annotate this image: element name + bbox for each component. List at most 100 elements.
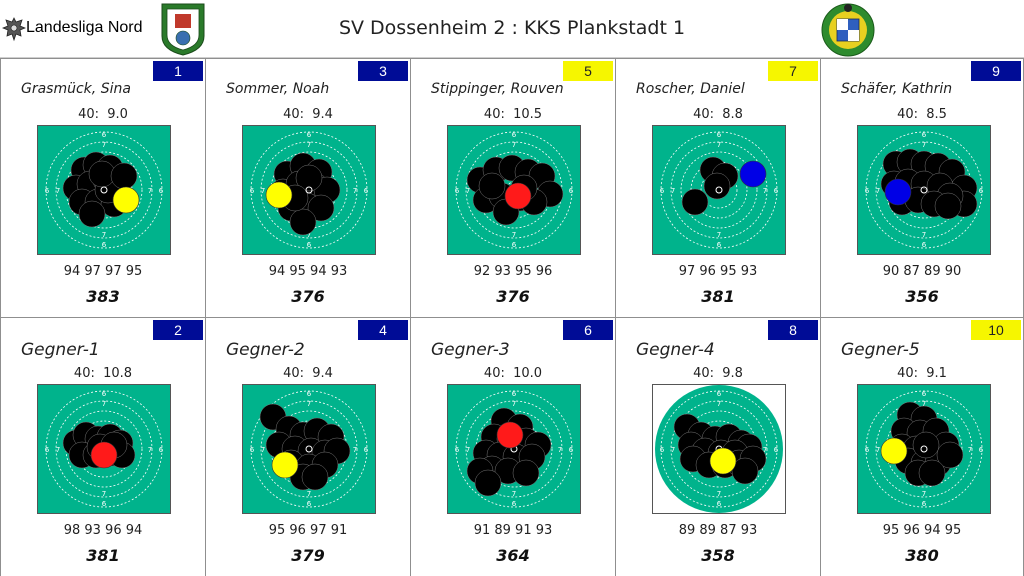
- series-scores: 97 96 95 93: [678, 264, 758, 279]
- target-centre: [715, 186, 723, 194]
- ring-number: 6: [250, 446, 255, 454]
- ring-number: 7: [717, 490, 721, 498]
- ring-number: 6: [660, 446, 665, 454]
- target-ring: [865, 131, 983, 249]
- ring-number: 6: [717, 241, 722, 249]
- ring-number: 6: [102, 500, 107, 508]
- target-ring: [250, 390, 368, 508]
- target-ring: [65, 151, 143, 229]
- lane-number-badge: 6: [563, 320, 613, 340]
- total-score: 358: [701, 546, 735, 565]
- ring-number: 6: [102, 241, 107, 249]
- last-shot-marker: [265, 181, 293, 209]
- lane-number-badge: 2: [153, 320, 203, 340]
- total-score: 380: [905, 546, 939, 565]
- ring-number: 7: [102, 141, 106, 149]
- total-score: 383: [86, 287, 120, 306]
- ring-number: 6: [45, 446, 50, 454]
- ring-number: 6: [159, 446, 164, 454]
- shooter-name: Gegner-5: [841, 340, 920, 360]
- ring-number: 7: [763, 446, 767, 454]
- ring-number: 7: [148, 187, 152, 195]
- total-score: 381: [86, 546, 120, 565]
- ring-number: 7: [102, 231, 106, 239]
- ring-number: 7: [466, 446, 470, 454]
- ring-number: 7: [876, 187, 880, 195]
- ring-number: 6: [717, 390, 722, 398]
- ring-number: 6: [865, 446, 870, 454]
- shooter-name: Gegner-2: [226, 340, 305, 360]
- shot-hole: [918, 459, 946, 487]
- ring-number: 6: [307, 500, 312, 508]
- lane-number-badge: 4: [358, 320, 408, 340]
- ring-number: 6: [865, 187, 870, 195]
- ring-number: 7: [512, 231, 516, 239]
- shot-hole: [936, 441, 964, 469]
- target-ring: [455, 390, 573, 508]
- series-scores: 90 87 89 90: [882, 264, 962, 279]
- last-shot-value: 40: 10.8: [73, 366, 133, 381]
- shooter-name: Gegner-3: [431, 340, 510, 360]
- ring-number: 7: [512, 400, 516, 408]
- target-ring: [55, 141, 153, 239]
- lane-number-badge: 8: [768, 320, 818, 340]
- ring-number: 6: [922, 390, 927, 398]
- ring-number: 7: [148, 446, 152, 454]
- ring-number: 6: [364, 187, 369, 195]
- ring-number: 7: [717, 231, 721, 239]
- ring-number: 6: [717, 500, 722, 508]
- shot-hole: [934, 192, 962, 220]
- last-shot-marker: [504, 182, 532, 210]
- shooter-card: 10 Gegner-5 40: 9.1 6 7 6 7 6 7 6 7 95 96 94 95 380: [821, 318, 1023, 576]
- last-shot-value: 40: 9.4: [283, 366, 333, 381]
- ring-number: 7: [876, 446, 880, 454]
- target-ring: [885, 410, 963, 488]
- shot-hole: [703, 172, 731, 200]
- shooter-card: 3 Sommer, Noah 40: 9.4 6 7 6 7 6 7 6 7 94 95 94 93 3…: [206, 59, 410, 317]
- last-shot-value: 40: 9.1: [897, 366, 947, 381]
- ring-number: 7: [102, 490, 106, 498]
- ring-number: 7: [307, 231, 311, 239]
- target-ring: [270, 151, 348, 229]
- last-shot-marker: [271, 451, 299, 479]
- last-shot-value: 40: 9.8: [693, 366, 743, 381]
- ring-number: 6: [774, 187, 779, 195]
- shot-hole: [307, 194, 335, 222]
- target-ring: [45, 131, 163, 249]
- ring-number: 6: [512, 131, 517, 139]
- ring-number: 6: [307, 131, 312, 139]
- shooter-grid: 1 Grasmück, Sina 40: 9.0 6 7 6 7 6 7 6 7 94 97 97 9…: [0, 58, 1024, 576]
- total-score: 356: [905, 287, 939, 306]
- last-shot-value: 40: 10.0: [483, 366, 543, 381]
- series-scores: 94 95 94 93: [268, 264, 348, 279]
- last-shot-value: 40: 8.8: [693, 107, 743, 122]
- target-ring: [455, 131, 573, 249]
- shooter-name: Schäfer, Kathrin: [841, 81, 953, 97]
- total-score: 379: [291, 546, 325, 565]
- ring-number: 6: [455, 187, 460, 195]
- ring-number: 6: [922, 131, 927, 139]
- ring-number: 6: [159, 187, 164, 195]
- eagle-crest-icon: [2, 17, 26, 42]
- series-scores: 89 89 87 93: [678, 523, 758, 538]
- ring-number: 7: [717, 400, 721, 408]
- ring-number: 6: [569, 187, 574, 195]
- ring-number: 7: [968, 446, 972, 454]
- target-ring: [670, 141, 768, 239]
- shot-hole: [731, 457, 759, 485]
- ring-number: 6: [45, 187, 50, 195]
- series-scores: 94 97 97 95: [63, 264, 143, 279]
- ring-number: 7: [512, 490, 516, 498]
- shooter-name: Roscher, Daniel: [636, 81, 745, 97]
- shot-hole: [110, 162, 138, 190]
- shooter-card: 1 Grasmück, Sina 40: 9.0 6 7 6 7 6 7 6 7 94 97 97 9…: [1, 59, 205, 317]
- target-centre: [920, 186, 928, 194]
- target-ring: [250, 131, 368, 249]
- shooter-card: 2 Gegner-1 40: 10.8 6 7 6 7 6 7 6 7 98 93 96 94 381: [1, 318, 205, 576]
- target-ring: [875, 400, 973, 498]
- ring-number: 6: [307, 390, 312, 398]
